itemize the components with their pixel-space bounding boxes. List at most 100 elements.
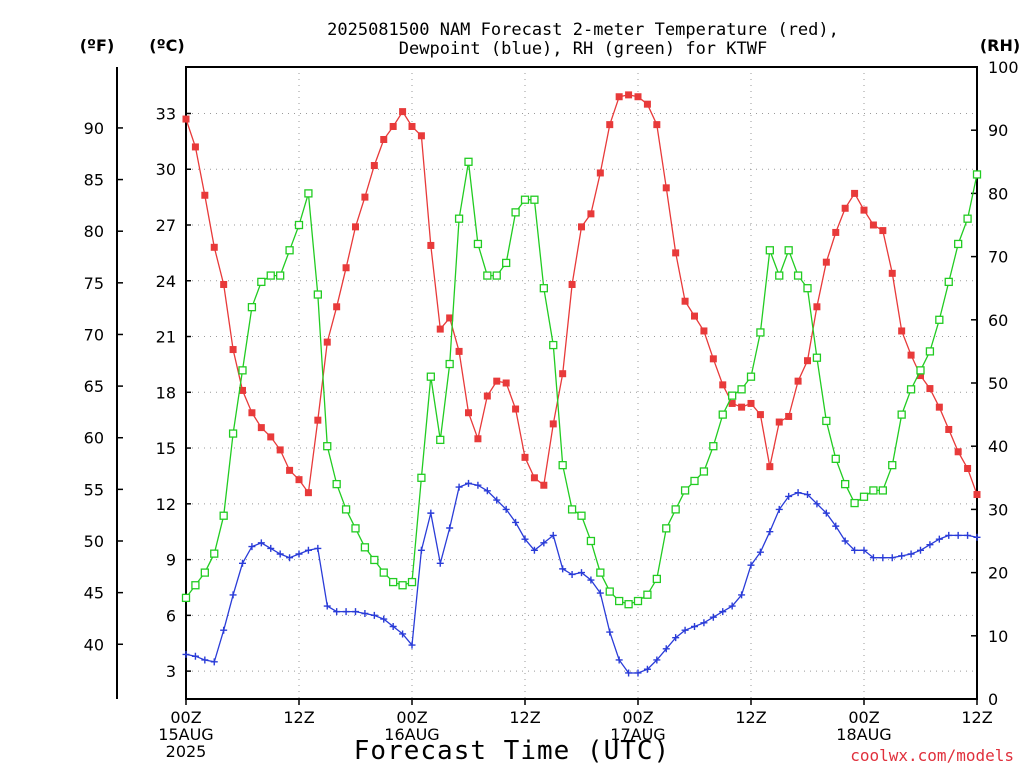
2-meter-temperature-point (615, 93, 623, 101)
rh-point (643, 590, 652, 599)
dewpoint-point (389, 623, 397, 631)
fahrenheit-tick-label: 50 (84, 532, 104, 551)
dewpoint-point (210, 658, 218, 666)
x-tick-label: 00Z (170, 708, 201, 727)
rh-point (530, 195, 539, 204)
rh-point (351, 524, 360, 533)
2-meter-temperature-point (239, 386, 246, 394)
2-meter-temperature-point (775, 418, 783, 426)
dewpoint-point (832, 522, 840, 530)
celsius-tick-label: 24 (156, 272, 176, 291)
dewpoint-point (898, 552, 906, 560)
rh-point (925, 347, 935, 356)
2-meter-temperature-point (945, 425, 953, 433)
rh-point (746, 372, 756, 381)
rh-point (323, 442, 332, 451)
2-meter-temperature-series (182, 91, 981, 499)
rh-point (775, 271, 784, 280)
rh-point (859, 492, 869, 501)
2-meter-temperature-point (248, 409, 256, 417)
rh-point (200, 568, 209, 577)
2-meter-temperature-point (257, 424, 265, 432)
rh-point (473, 239, 483, 249)
dewpoint-point (851, 546, 859, 554)
dewpoint-point (747, 561, 755, 569)
rh-point (671, 505, 680, 514)
2-meter-temperature-point (926, 385, 934, 393)
dewpoint-point (267, 544, 275, 552)
dewpoint-point (841, 537, 849, 545)
rh-tick-label: 20 (988, 564, 1008, 583)
fahrenheit-tick-label: 65 (84, 377, 104, 396)
dewpoint-point (370, 611, 378, 619)
rh-point (219, 511, 228, 520)
rh-point (341, 505, 351, 514)
rh-point (972, 170, 982, 179)
2-meter-temperature-point (267, 433, 275, 441)
dewpoint-point (643, 665, 651, 673)
2-meter-temperature-point (860, 206, 868, 214)
dewpoint-point (691, 623, 698, 631)
dewpoint-point (483, 487, 491, 495)
2-meter-temperature-point (568, 280, 576, 288)
rh-series (181, 157, 982, 609)
2-meter-temperature-point (738, 403, 746, 411)
fahrenheit-axis-unit: (ºF) (80, 36, 115, 55)
rh-point (878, 486, 887, 495)
2-meter-temperature-point (474, 435, 482, 443)
rh-point (266, 271, 275, 280)
rh-point (803, 284, 812, 293)
2-meter-temperature-point (973, 491, 981, 499)
fahrenheit-tick-label: 85 (84, 171, 104, 190)
rh-point (756, 328, 765, 337)
dewpoint-point (935, 535, 943, 543)
data-series (181, 91, 982, 677)
rh-point (916, 366, 925, 375)
x-tick-label: 15AUG (158, 725, 213, 744)
2-meter-temperature-point (643, 100, 651, 108)
2-meter-temperature-point (719, 381, 727, 389)
rh-point (294, 220, 304, 230)
chart-title-line-2: Dewpoint (blue), RH (green) for KTWF (399, 39, 767, 59)
dewpoint-point (879, 554, 887, 562)
dewpoint-point (926, 541, 934, 549)
dewpoint-point (286, 554, 294, 562)
fahrenheit-tick-label: 45 (84, 584, 104, 603)
dewpoint-point (775, 505, 783, 513)
dewpoint-point (728, 602, 736, 610)
rh-point (906, 385, 916, 394)
dewpoint-point (191, 652, 199, 660)
rh-axis-unit: (RH) (980, 36, 1020, 55)
dewpoint-series (182, 479, 981, 677)
rh-point (841, 479, 850, 489)
2-meter-temperature-point (530, 474, 538, 482)
x-tick-label: 16AUG (384, 725, 439, 744)
2-meter-temperature-point (342, 264, 350, 272)
rh-point (728, 391, 737, 400)
2-meter-temperature-point (352, 223, 359, 231)
fahrenheit-tick-label: 80 (84, 222, 104, 241)
rh-point (332, 479, 341, 489)
dewpoint-point (964, 531, 972, 539)
rh-point (539, 284, 548, 293)
rh-tick-label: 60 (988, 311, 1008, 330)
rh-point (690, 476, 699, 486)
rh-point (737, 385, 746, 394)
x-tick-label: 00Z (622, 708, 653, 727)
dewpoint-point (578, 569, 585, 577)
rh-point (276, 271, 285, 280)
x-tick-label: 17AUG (610, 725, 665, 744)
rh-point (313, 290, 322, 299)
dewpoint-point (182, 650, 190, 658)
2-meter-temperature-point (822, 258, 830, 266)
rh-tick-label: 100 (988, 58, 1019, 77)
2-meter-temperature-point (888, 269, 896, 277)
dewpoint-point (314, 544, 322, 552)
dewpoint-point (408, 641, 416, 649)
rh-point (577, 511, 586, 520)
fahrenheit-tick-label: 70 (84, 325, 104, 344)
dewpoint-point (417, 546, 425, 554)
dewpoint-point (549, 531, 557, 539)
rh-point (464, 157, 473, 166)
rh-point (615, 596, 624, 606)
